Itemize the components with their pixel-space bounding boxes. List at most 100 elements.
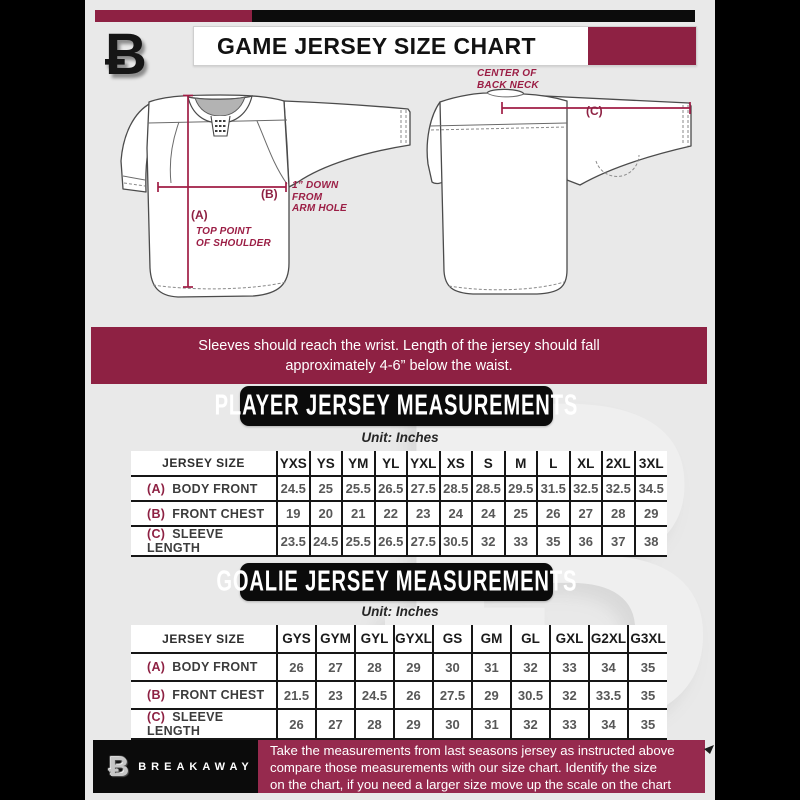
size-column-header: L bbox=[536, 451, 570, 477]
size-column-header: GYL bbox=[354, 625, 394, 654]
goalie-size-table: JERSEY SIZE GYS GYM GYL GYXL GS GM GL GXL G2XL G3X… bbox=[131, 625, 667, 740]
measurement-value: 26.5 bbox=[373, 526, 407, 557]
size-column-header: GS bbox=[432, 625, 472, 654]
measure-note-c: CENTER OF BACK NECK bbox=[477, 68, 539, 91]
back-jersey-diagram bbox=[426, 88, 692, 295]
measurement-value: 32 bbox=[510, 653, 550, 682]
fit-notice-line2: approximately 4-6” below the waist. bbox=[285, 357, 513, 374]
measurement-value: 30.5 bbox=[510, 681, 550, 710]
measurement-value: 22 bbox=[373, 501, 407, 527]
measurement-value: 26 bbox=[276, 653, 316, 682]
measure-name: FRONT CHEST bbox=[172, 506, 265, 521]
measurement-value: 32 bbox=[471, 526, 505, 557]
measurement-value: 33 bbox=[503, 526, 537, 557]
measurement-value: 30 bbox=[432, 709, 472, 740]
header-accent-bar-black bbox=[252, 10, 695, 22]
fit-notice-line1: Sleeves should reach the wrist. Length o… bbox=[198, 337, 600, 354]
measurement-value: 32.5 bbox=[601, 476, 635, 502]
measurement-value: 27.5 bbox=[432, 681, 472, 710]
measure-note-a: TOP POINT OF SHOULDER bbox=[196, 226, 271, 249]
header-accent-bar-maroon bbox=[95, 10, 252, 22]
measurement-value: 25.5 bbox=[341, 476, 375, 502]
player-section-title: PLAYER JERSEY MEASUREMENTS bbox=[214, 389, 579, 422]
size-column-header: XL bbox=[568, 451, 602, 477]
row-label: (C) SLEEVE LENGTH bbox=[131, 709, 277, 740]
measurement-value: 27.5 bbox=[406, 476, 440, 502]
front-measure-lines bbox=[157, 94, 287, 288]
measurement-value: 28.5 bbox=[471, 476, 505, 502]
measurement-value: 20 bbox=[308, 501, 342, 527]
size-column-header: GL bbox=[510, 625, 550, 654]
measurement-value: 35 bbox=[627, 709, 667, 740]
goalie-unit-label: Unit: Inches bbox=[361, 604, 439, 619]
size-column-header: 2XL bbox=[601, 451, 635, 477]
measurement-value: 28 bbox=[601, 501, 635, 527]
goalie-size-table-grid: JERSEY SIZE GYS GYM GYL GYXL GS GM GL GXL G2XL G3X… bbox=[131, 625, 667, 740]
size-column-header: GM bbox=[471, 625, 511, 654]
footer-note-line2: compare those measurements with our size… bbox=[270, 760, 658, 775]
measurement-value: 33 bbox=[549, 709, 589, 740]
size-column-header: YS bbox=[308, 451, 342, 477]
measurement-value: 35 bbox=[536, 526, 570, 557]
goalie-section-banner: GOALIE JERSEY MEASUREMENTS bbox=[216, 563, 576, 601]
measure-letter: (A) bbox=[147, 481, 166, 496]
page-title: GAME JERSEY SIZE CHART bbox=[217, 32, 536, 59]
player-size-table-grid: JERSEY SIZE YXS YS YM YL YXL XS S M L XL 2XL 3XL (A) B… bbox=[131, 451, 667, 557]
size-column-header: GYM bbox=[315, 625, 355, 654]
measure-letter: (B) bbox=[147, 506, 166, 521]
measurement-value: 24 bbox=[471, 501, 505, 527]
measurement-value: 29 bbox=[471, 681, 511, 710]
measurement-value: 23.5 bbox=[276, 526, 310, 557]
measure-name: BODY FRONT bbox=[172, 481, 258, 496]
measurement-value: 26 bbox=[276, 709, 316, 740]
measurement-value: 28.5 bbox=[438, 476, 472, 502]
footer-brand-logo-icon: Ƀ bbox=[109, 750, 130, 782]
measurement-value: 25.5 bbox=[341, 526, 375, 557]
back-measure-lines bbox=[501, 102, 691, 114]
measurement-value: 19 bbox=[276, 501, 310, 527]
measurement-value: 24.5 bbox=[354, 681, 394, 710]
size-column-header: YXS bbox=[276, 451, 310, 477]
measure-letter: (B) bbox=[147, 688, 166, 702]
measure-name: BODY FRONT bbox=[172, 660, 258, 674]
measure-label-a: (A) bbox=[191, 208, 208, 222]
size-column-header: YXL bbox=[406, 451, 440, 477]
measurement-value: 25 bbox=[503, 501, 537, 527]
measurement-value: 21.5 bbox=[276, 681, 316, 710]
row-label: (B) FRONT CHEST bbox=[131, 681, 277, 710]
size-column-header: 3XL bbox=[633, 451, 667, 477]
measurement-value: 31.5 bbox=[536, 476, 570, 502]
size-column-header: GYXL bbox=[393, 625, 433, 654]
footer-brand-panel: Ƀ BREAKAWAY bbox=[93, 740, 258, 793]
measurement-value: 24 bbox=[438, 501, 472, 527]
page-title-box: GAME JERSEY SIZE CHART bbox=[193, 26, 697, 66]
front-jersey-diagram bbox=[120, 94, 411, 298]
player-unit-label: Unit: Inches bbox=[361, 430, 439, 445]
measure-name: SLEEVE LENGTH bbox=[147, 710, 224, 738]
row-label: (A) BODY FRONT bbox=[131, 653, 277, 682]
measure-letter: (C) bbox=[147, 527, 166, 541]
measurement-value: 32 bbox=[549, 681, 589, 710]
jersey-size-header: JERSEY SIZE bbox=[131, 451, 277, 477]
footer-brand-name: BREAKAWAY bbox=[138, 760, 254, 773]
measure-letter: (A) bbox=[147, 660, 166, 674]
mouse-cursor-icon bbox=[704, 745, 714, 754]
size-column-header: G3XL bbox=[627, 625, 667, 654]
size-column-header: GXL bbox=[549, 625, 589, 654]
size-chart-page: Ƀ Ƀ GAME JERSEY SIZE CHART bbox=[85, 0, 715, 800]
measurement-value: 29 bbox=[393, 653, 433, 682]
player-section-banner: PLAYER JERSEY MEASUREMENTS bbox=[215, 386, 577, 426]
measurement-value: 27.5 bbox=[406, 526, 440, 557]
row-label: (C) SLEEVE LENGTH bbox=[131, 526, 277, 557]
row-label: (A) BODY FRONT bbox=[131, 476, 277, 502]
measurement-value: 28 bbox=[354, 653, 394, 682]
player-size-table: JERSEY SIZE YXS YS YM YL YXL XS S M L XL 2XL 3XL (A) B… bbox=[131, 451, 667, 557]
row-label: (B) FRONT CHEST bbox=[131, 501, 277, 527]
measurement-value: 35 bbox=[627, 681, 667, 710]
measurement-value: 29 bbox=[393, 709, 433, 740]
measurement-value: 31 bbox=[471, 653, 511, 682]
size-column-header: XS bbox=[438, 451, 472, 477]
measure-name: FRONT CHEST bbox=[172, 688, 265, 702]
size-column-header: M bbox=[503, 451, 537, 477]
measurement-value: 34.5 bbox=[633, 476, 667, 502]
